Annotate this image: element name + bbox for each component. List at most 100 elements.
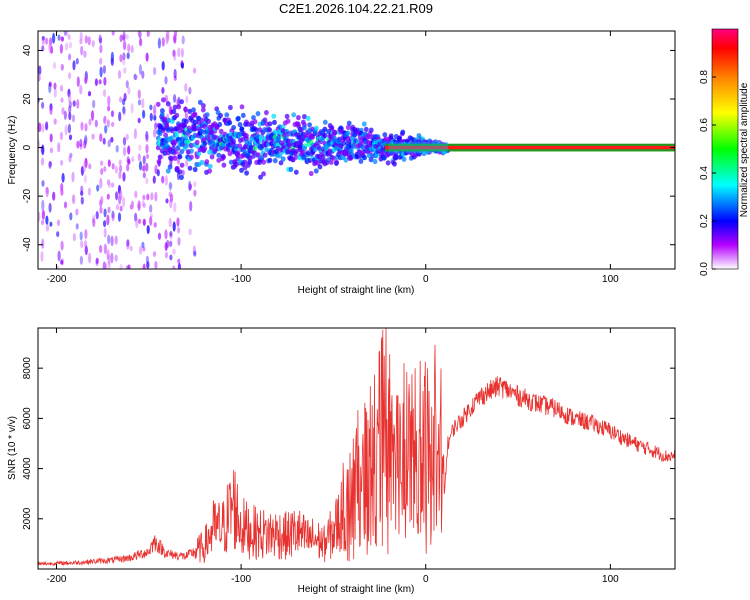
spectrogram-cell	[272, 119, 277, 125]
spectrogram-cell	[228, 104, 233, 111]
spectrogram-cell	[149, 204, 153, 213]
spectrogram-cell	[173, 149, 178, 155]
spectrogram-cell	[41, 144, 45, 156]
spectrogram-cell	[69, 152, 73, 158]
spectrogram-cell	[192, 112, 198, 118]
spectrogram-cell	[164, 76, 168, 85]
spectrogram-cell	[137, 153, 141, 162]
spectrogram-cell	[92, 99, 96, 109]
spectrogram-cell	[145, 153, 150, 160]
spectrogram-cell	[295, 121, 301, 127]
spectrogram-cell	[173, 94, 177, 103]
spectrogram-cell	[68, 53, 72, 61]
spectrogram-cell	[126, 239, 130, 247]
spectrogram-cell	[83, 139, 87, 149]
spectrogram-cell	[41, 180, 45, 187]
spectrogram-cell	[231, 138, 237, 144]
spectrogram-cell	[202, 123, 208, 129]
spectrogram-cell	[40, 251, 44, 262]
spectrogram-cell	[189, 148, 194, 154]
spectrogram-cell	[199, 159, 205, 166]
spectrogram-cell	[169, 193, 174, 203]
y-tick-label: 20	[22, 93, 33, 105]
spectrogram-cell	[99, 177, 103, 189]
spectrogram-cell	[53, 82, 57, 90]
spectrogram-cell	[45, 186, 49, 198]
spectrogram-cell	[262, 152, 268, 158]
x-tick-label: -100	[231, 274, 251, 285]
spectrogram-cell	[67, 123, 71, 134]
spectrogram-cell	[218, 112, 224, 119]
spectrogram-cell	[118, 171, 122, 180]
spectrogram-cell	[192, 245, 196, 256]
spectrogram-cell	[220, 153, 226, 159]
spectrogram-cell	[307, 122, 312, 128]
spectrogram-cell	[228, 159, 234, 165]
spectrogram-cell	[125, 80, 129, 89]
spectrogram-cell	[84, 76, 88, 85]
spectrogram-cell	[184, 83, 188, 92]
spectrogram-cell	[142, 202, 146, 209]
spectrogram-cell	[165, 168, 171, 174]
spectrogram-cell	[237, 122, 243, 128]
spectrogram-cell	[153, 128, 157, 138]
spectrogram-cell	[176, 158, 181, 165]
spectrogram-cell	[278, 160, 284, 166]
spectrogram-cell	[164, 229, 168, 240]
spectrogram-cell	[48, 202, 52, 213]
spectrogram-cell	[107, 159, 111, 168]
spectrogram-cell	[302, 145, 308, 151]
spectrogram-cell	[194, 139, 200, 145]
spectrogram-cell	[142, 263, 146, 269]
spectrogram-cell	[298, 142, 304, 148]
spectrogram-cell	[71, 171, 75, 183]
spectrogram-cell	[65, 31, 69, 37]
spectrogram-heatmap	[38, 31, 675, 269]
spectrogram-cell	[333, 145, 339, 151]
spectrogram-cell	[288, 166, 294, 172]
x-tick-label: 0	[423, 574, 429, 585]
spectrogram-cell	[79, 255, 83, 265]
spectrogram-cell	[130, 45, 134, 54]
spectrogram-cell	[204, 112, 210, 118]
spectrogram-cell	[38, 74, 41, 82]
spectrogram-cell	[221, 162, 227, 168]
spectrogram-cell	[156, 169, 160, 177]
spectrogram-cell	[173, 68, 177, 79]
spectrogram-cell	[49, 133, 53, 143]
spectrogram-cell	[95, 257, 99, 265]
spectrogram-cell	[145, 134, 149, 143]
spectrogram-cell	[137, 31, 141, 37]
spectrogram-cell	[41, 123, 45, 133]
spectrogram-cell	[201, 103, 206, 109]
spectrogram-cell	[96, 184, 100, 192]
spectrogram-cell	[362, 155, 367, 161]
spectrogram-cell	[149, 112, 153, 122]
spectrogram-cell	[53, 88, 57, 98]
y-tick-label: 4000	[22, 457, 33, 480]
spectrogram-cell	[122, 58, 126, 66]
spectrogram-cell	[184, 143, 190, 149]
spectrogram-cell	[240, 112, 246, 118]
spectrogram-cell	[388, 133, 394, 139]
spectrogram-cell	[122, 52, 126, 61]
spectrogram-cell	[95, 211, 99, 220]
spectrogram-cell	[235, 150, 241, 156]
spectrogram-cell	[193, 181, 197, 188]
spectrogram-cell	[242, 159, 248, 165]
spectrogram-cell	[133, 128, 137, 140]
spectrogram-cell	[79, 84, 83, 95]
spectrogram-cell	[68, 41, 73, 49]
spectrogram-cell	[231, 125, 237, 131]
spectrogram-cell	[103, 208, 107, 218]
spectrogram-cell	[104, 124, 108, 134]
x-tick-label: 0	[423, 274, 429, 285]
spectrogram-cell	[122, 146, 127, 157]
spectrogram-cell	[87, 187, 91, 196]
spectrogram-cell	[52, 32, 56, 44]
spectrogram-cell	[99, 57, 103, 65]
spectrogram-cell	[53, 118, 57, 125]
spectrogram-cell	[169, 230, 173, 237]
spectrogram-cell	[88, 252, 92, 264]
spectrogram-cell	[236, 115, 241, 121]
